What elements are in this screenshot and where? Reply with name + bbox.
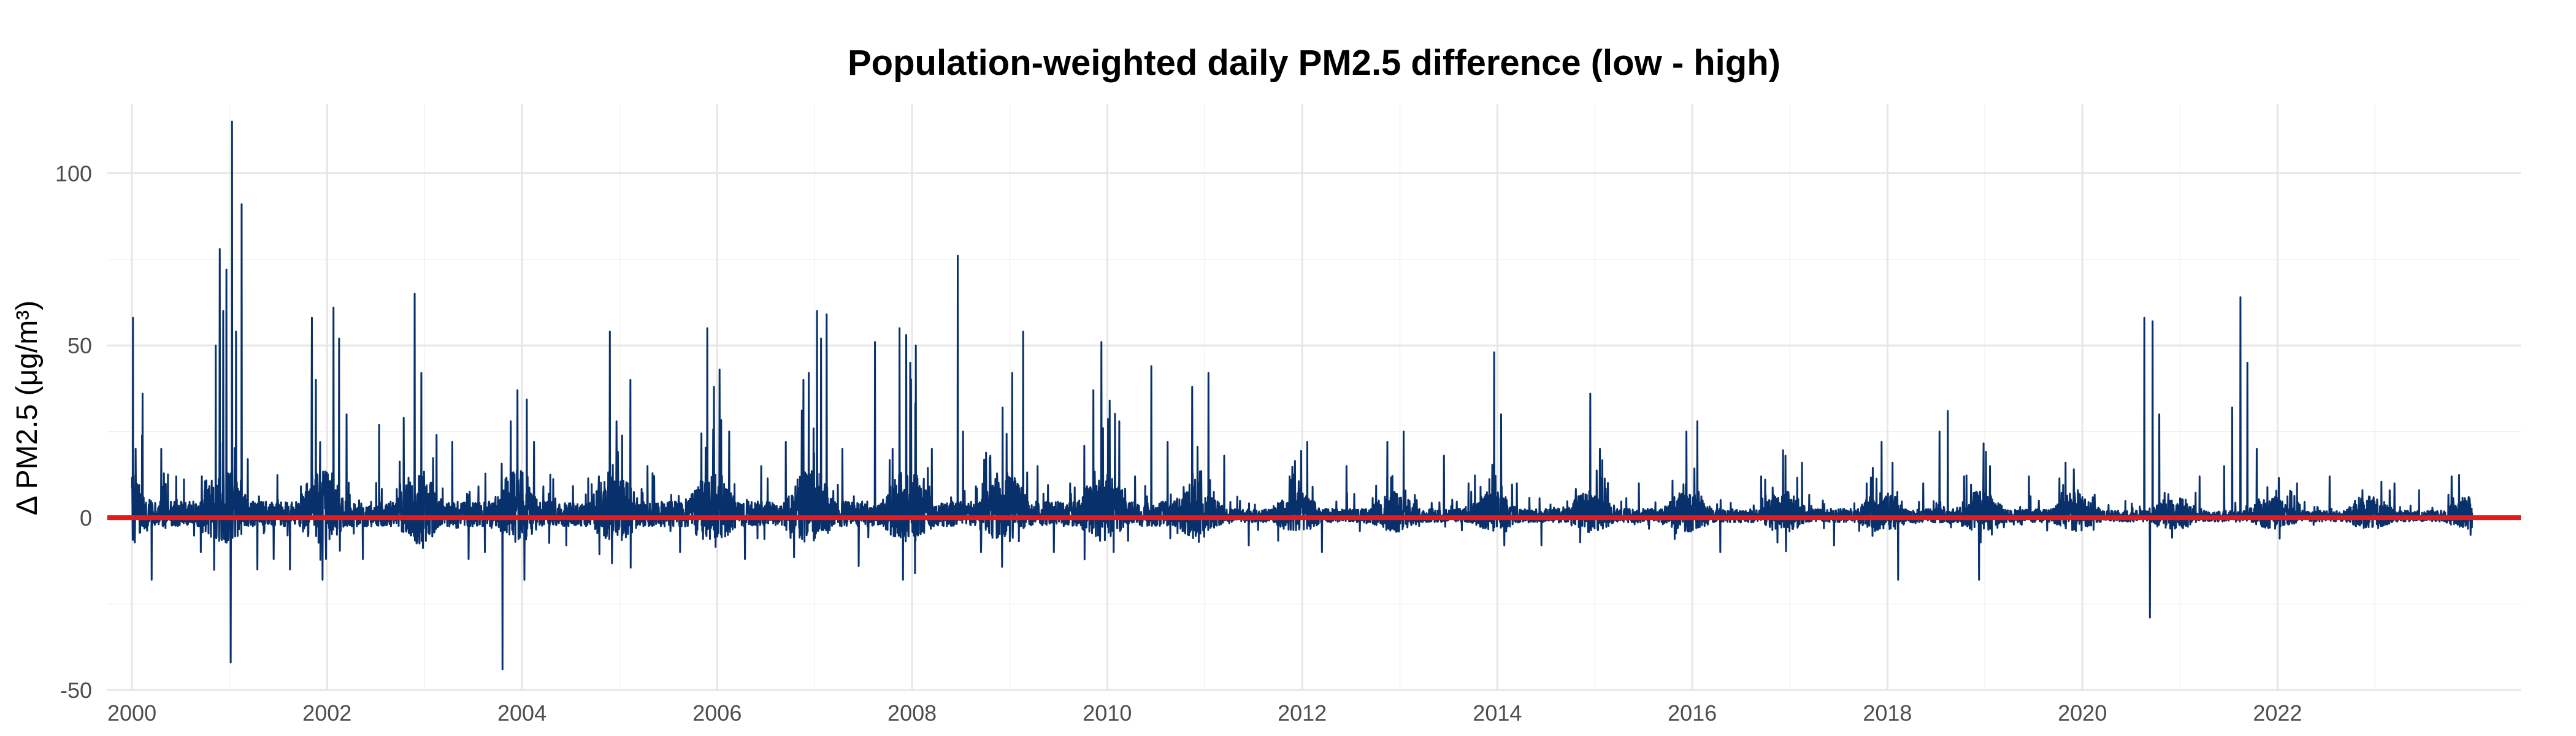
series-line-segment <box>131 248 231 581</box>
series-group <box>131 120 2474 670</box>
y-axis-label: Δ PM2.5 (μg/m³) <box>11 301 44 515</box>
series-line-segment <box>717 369 817 561</box>
series-line-segment <box>815 310 914 581</box>
x-tick-label: 2022 <box>2253 700 2302 726</box>
y-tick-label: 100 <box>55 161 92 186</box>
series-line-segment <box>2280 475 2380 529</box>
x-tick-label: 2012 <box>1278 700 1327 726</box>
series-line-segment <box>1401 351 1501 532</box>
series-line-segment <box>619 327 719 569</box>
x-tick-label: 2020 <box>2058 700 2107 726</box>
x-tick-label: 2004 <box>497 700 546 726</box>
series-line-segment <box>1694 420 1794 553</box>
x-tick-label: 2008 <box>887 700 937 726</box>
x-tick-label: 2002 <box>302 700 351 726</box>
series-line-segment <box>326 293 426 561</box>
series-line-segment <box>2183 296 2283 540</box>
series-line-segment <box>1010 331 1110 561</box>
x-tick-labels: 2000 2002 2004 2006 2008 2010 2012 2014 2016 2018… <box>107 700 2302 726</box>
y-tick-label: 0 <box>80 505 92 531</box>
series-line-segment <box>1597 431 1696 540</box>
y-tick-label: 50 <box>67 333 92 358</box>
series-line-segment <box>1792 441 1892 546</box>
x-tick-label: 2006 <box>692 700 742 726</box>
series-line-segment <box>912 255 1013 575</box>
series-line-segment <box>1987 461 2087 536</box>
major-gridlines <box>107 104 2521 691</box>
series-line-segment <box>1303 441 1403 553</box>
series-line-segment <box>2085 316 2185 619</box>
series-line-segment <box>2378 473 2474 536</box>
series-line-segment <box>1498 393 1599 546</box>
chart-title: Population-weighted daily PM2.5 differen… <box>848 43 1781 83</box>
series-line-segment <box>521 331 621 581</box>
series-line-segment <box>424 389 524 670</box>
x-tick-label: 2016 <box>1668 700 1717 726</box>
series-line-segment <box>1108 365 1208 553</box>
minor-gridlines <box>107 104 2521 690</box>
series-line-segment <box>228 120 328 664</box>
x-tick-label: 2010 <box>1083 700 1132 726</box>
y-tick-labels: -50 0 50 100 <box>55 161 92 703</box>
y-tick-label: -50 <box>60 678 92 703</box>
x-tick-label: 2000 <box>107 700 156 726</box>
x-tick-label: 2018 <box>1863 700 1912 726</box>
x-tick-label: 2014 <box>1473 700 1522 726</box>
series-line-segment <box>1890 410 1990 581</box>
